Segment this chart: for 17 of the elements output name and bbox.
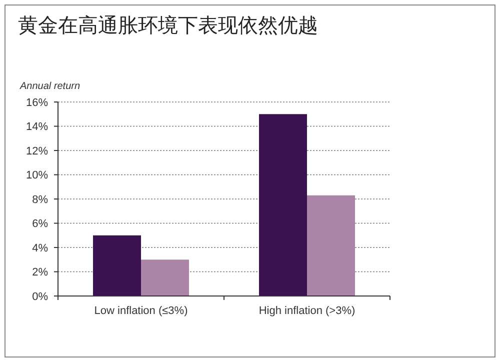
x-tick-label: Low inflation (≤3%)	[94, 305, 188, 317]
y-axis-title: Annual return	[19, 81, 80, 92]
y-tick-label: 14%	[26, 121, 48, 134]
y-tick-label: 8%	[32, 194, 48, 206]
y-tick-label: 16%	[26, 96, 48, 109]
bar	[307, 195, 355, 296]
bar	[259, 114, 307, 296]
bar	[141, 260, 189, 296]
y-tick-label: 6%	[32, 218, 48, 230]
y-tick-label: 0%	[32, 290, 48, 303]
y-tick-label: 2%	[32, 266, 48, 279]
chart-title: 黄金在高通胀环境下表现依然优越	[18, 13, 318, 37]
x-tick-label: High inflation (>3%)	[258, 305, 356, 317]
y-tick-label: 10%	[26, 170, 48, 182]
y-tick-label: 4%	[32, 242, 48, 254]
y-tick-label: 12%	[26, 145, 48, 158]
bar	[93, 235, 141, 296]
